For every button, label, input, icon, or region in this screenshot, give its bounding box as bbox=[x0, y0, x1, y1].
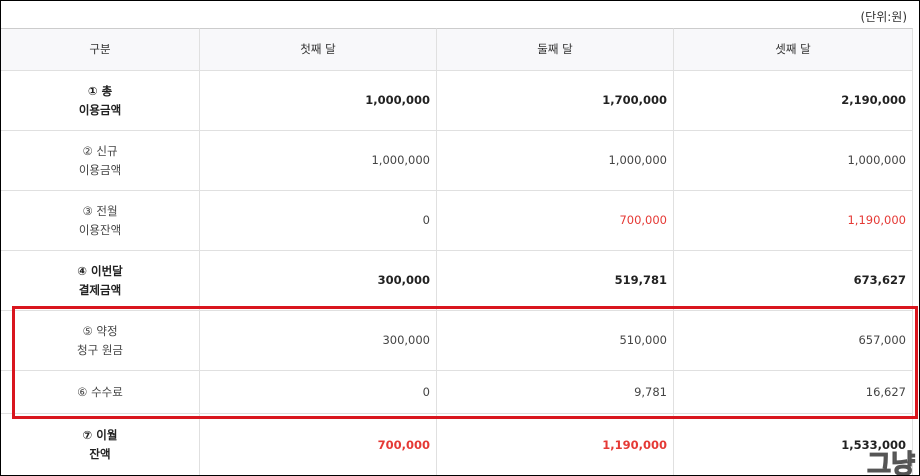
value-cell: 1,533,000 bbox=[674, 414, 913, 475]
header-cell: 둘째 달 bbox=[437, 28, 674, 71]
cell-text: 300,000 bbox=[382, 333, 430, 347]
cell-text: 0 bbox=[422, 213, 430, 227]
header-cell: 첫째 달 bbox=[200, 28, 437, 71]
value-cell: 1,000,000 bbox=[200, 71, 437, 131]
cell-text: 519,781 bbox=[614, 273, 667, 287]
cell-text: 결제금액 bbox=[78, 282, 122, 297]
cell-text: 0 bbox=[422, 384, 430, 399]
cell-text: ① 총 bbox=[87, 83, 113, 98]
watermark: 그냥 bbox=[867, 449, 916, 476]
value-cell: 300,000 bbox=[200, 251, 437, 311]
value-cell: 2,190,000 bbox=[674, 71, 913, 131]
cell-text: 1,700,000 bbox=[602, 93, 667, 107]
value-cell: 1,000,000 bbox=[674, 131, 913, 191]
cell-text: 1,190,000 bbox=[602, 437, 667, 452]
cell-text: 이용금액 bbox=[78, 102, 122, 117]
cell-text: 9,781 bbox=[634, 384, 667, 399]
cell-text: 673,627 bbox=[853, 273, 906, 287]
cell-text: 657,000 bbox=[858, 333, 906, 347]
value-cell: 9,781 bbox=[437, 371, 674, 414]
cell-text: 1,000,000 bbox=[847, 153, 906, 167]
value-cell: 700,000 bbox=[200, 414, 437, 475]
value-cell: 673,627 bbox=[674, 251, 913, 311]
value-cell: 657,000 bbox=[674, 311, 913, 371]
value-cell: 0 bbox=[200, 371, 437, 414]
cell-text: ⑥ 수수료 bbox=[77, 384, 123, 399]
cell-text: ⑦ 이월 bbox=[82, 428, 118, 442]
unit-label: (단위:원) bbox=[860, 10, 907, 24]
cell-text: 1,000,000 bbox=[608, 153, 667, 167]
value-cell: 0 bbox=[200, 191, 437, 251]
cell-text: 둘째 달 bbox=[537, 42, 573, 56]
value-cell: 510,000 bbox=[437, 311, 674, 371]
cell-text: 청구 원금 bbox=[77, 342, 123, 357]
cell-text: 510,000 bbox=[619, 333, 667, 347]
cell-text: 1,190,000 bbox=[847, 213, 906, 227]
header-cell: 셋째 달 bbox=[674, 28, 913, 71]
cell-text: 이용금액 bbox=[78, 162, 122, 177]
value-cell: 1,700,000 bbox=[437, 71, 674, 131]
cell-text: 16,627 bbox=[865, 384, 906, 399]
cell-text: ⑤ 약정 bbox=[82, 323, 118, 338]
value-cell: 1,190,000 bbox=[674, 191, 913, 251]
cell-text: 1,000,000 bbox=[371, 153, 430, 167]
row-label: ⑥ 수수료 bbox=[1, 371, 200, 414]
cell-text: ④ 이번달 bbox=[77, 263, 123, 278]
cell-text: ② 신규 bbox=[82, 143, 118, 158]
cell-text: 이용잔액 bbox=[78, 222, 122, 237]
header-cell: 구분 bbox=[1, 28, 200, 71]
cell-text: 첫째 달 bbox=[300, 42, 336, 56]
value-cell: 1,000,000 bbox=[437, 131, 674, 191]
value-cell: 1,190,000 bbox=[437, 414, 674, 475]
highlight-box bbox=[12, 306, 918, 419]
value-cell: 700,000 bbox=[437, 191, 674, 251]
cell-text: 잔액 bbox=[89, 447, 111, 461]
cell-text: 2,190,000 bbox=[841, 93, 906, 107]
cell-text: 구분 bbox=[89, 42, 111, 56]
value-cell: 519,781 bbox=[437, 251, 674, 311]
cell-text: 셋째 달 bbox=[775, 42, 811, 56]
cell-text: 300,000 bbox=[377, 273, 430, 287]
cell-text: 700,000 bbox=[377, 437, 430, 452]
value-cell: 16,627 bbox=[674, 371, 913, 414]
cell-text: 1,533,000 bbox=[841, 437, 906, 452]
value-cell: 1,000,000 bbox=[200, 131, 437, 191]
cell-text: ③ 전월 bbox=[82, 203, 118, 218]
cell-text: 700,000 bbox=[619, 213, 667, 227]
cell-text: 1,000,000 bbox=[365, 93, 430, 107]
value-cell: 300,000 bbox=[200, 311, 437, 371]
